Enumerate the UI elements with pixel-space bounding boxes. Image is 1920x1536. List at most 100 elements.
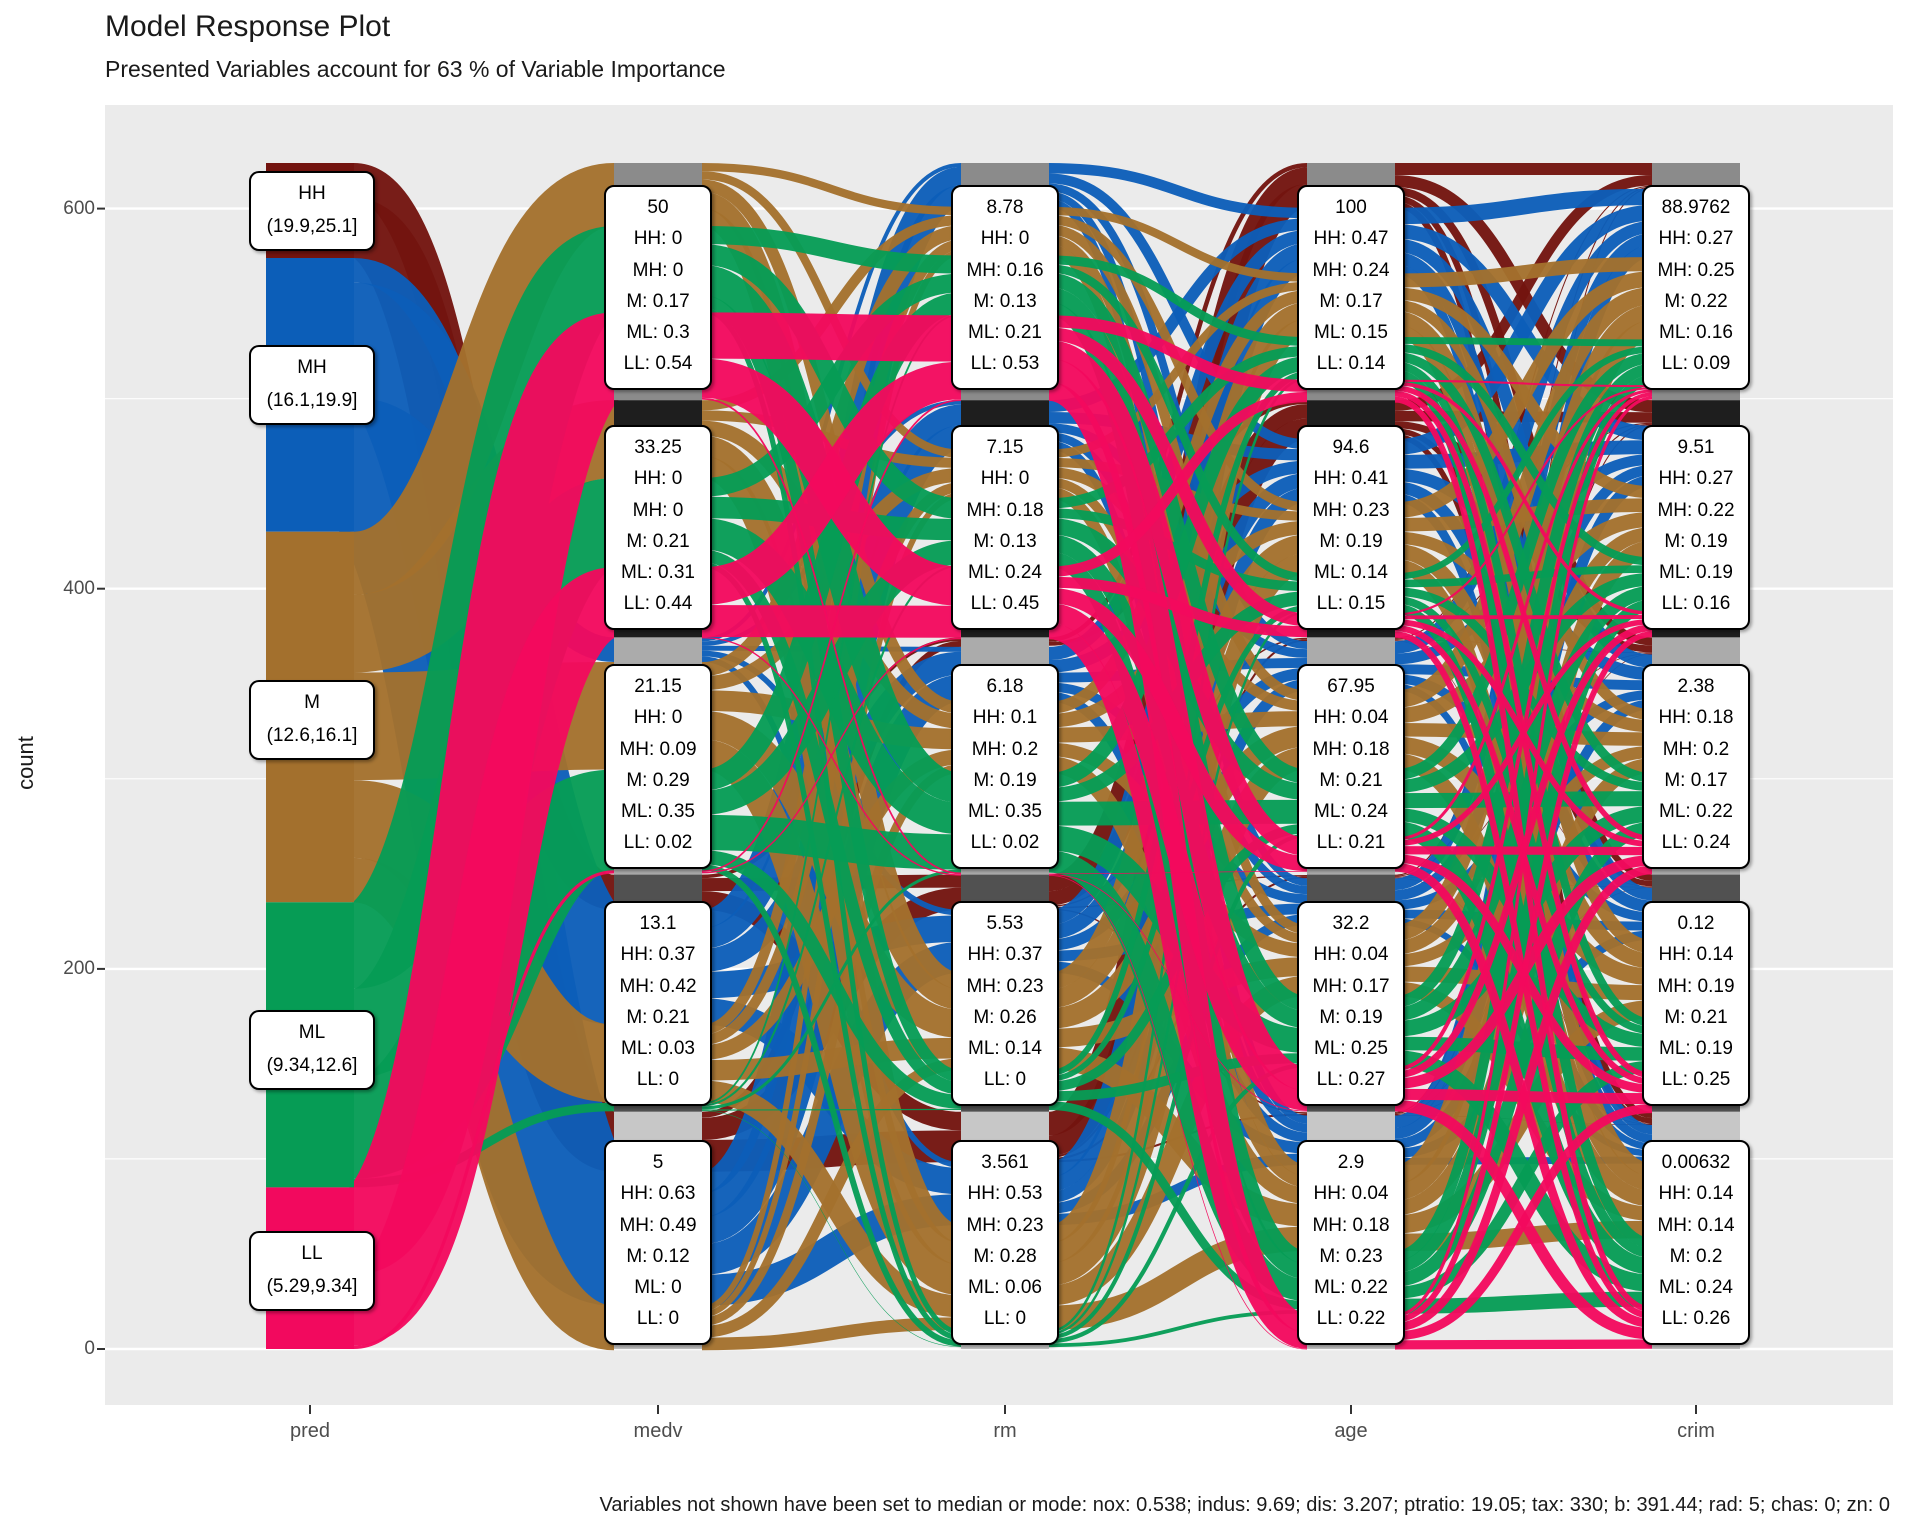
node-value: 67.95 xyxy=(1327,676,1375,697)
flow-ribbon xyxy=(701,399,962,873)
flow-ribbon xyxy=(348,567,620,1346)
node-prop-LL: LL: 0.02 xyxy=(623,832,693,854)
node-prop-LL: LL: 0 xyxy=(636,1308,680,1330)
flow-ribbon xyxy=(701,273,962,497)
node-prop-HH: HH: 0.14 xyxy=(1658,1183,1734,1205)
node-label-box-rm-4: 3.561 HH: 0.53 MH: 0.23 M: 0.28 ML: 0.06 LL: … xyxy=(951,1140,1059,1345)
flow-ribbon xyxy=(701,312,962,362)
node-prop-MH: MH: 0.23 xyxy=(966,1214,1044,1236)
flow-ribbon xyxy=(1394,271,1653,518)
flow-ribbon xyxy=(701,864,962,1347)
node-prop-ML: ML: 0.24 xyxy=(1659,1277,1733,1299)
flow-ribbon xyxy=(1394,396,1653,1317)
x-tick-label-crim: crim xyxy=(1677,1420,1715,1442)
pred-label-box-MH: MH (16.1,19.9] xyxy=(249,345,375,425)
node-prop-MH: MH: 0.42 xyxy=(619,975,697,997)
node-prop-M: M: 0.17 xyxy=(1319,290,1383,312)
node-prop-HH: HH: 0.04 xyxy=(1313,707,1389,729)
node-value: 0.00632 xyxy=(1661,1152,1731,1173)
node-prop-M: M: 0.17 xyxy=(626,290,690,312)
node-prop-ML: ML: 0.06 xyxy=(968,1277,1042,1299)
node-prop-HH: HH: 0.27 xyxy=(1658,228,1734,250)
pred-class-label: MH xyxy=(297,357,327,378)
flow-ribbon xyxy=(700,361,963,605)
node-prop-ML: ML: 0.25 xyxy=(1314,1038,1388,1060)
node-value: 32.2 xyxy=(1332,913,1370,934)
flow-ribbon xyxy=(1048,603,1308,1111)
flow-ribbon xyxy=(1048,391,1308,577)
flow-ribbon xyxy=(1394,1339,1653,1350)
flow-ribbon xyxy=(1048,871,1308,875)
node-label-box-crim-3: 0.12 HH: 0.14 MH: 0.19 M: 0.21 ML: 0.19 LL: 0… xyxy=(1642,901,1750,1106)
flow-ribbon xyxy=(1048,315,1308,392)
node-prop-ML: ML: 0.35 xyxy=(968,801,1042,823)
node-prop-HH: HH: 0.41 xyxy=(1313,468,1389,490)
node-label-box-medv-2: 21.15 HH: 0 MH: 0.09 M: 0.29 ML: 0.35 LL: 0.0… xyxy=(604,664,712,869)
node-prop-ML: ML: 0.19 xyxy=(1659,1038,1733,1060)
node-prop-HH: HH: 0.37 xyxy=(620,944,696,966)
pred-class-label: HH xyxy=(298,183,326,204)
node-prop-M: M: 0.23 xyxy=(1319,1245,1383,1267)
node-prop-HH: HH: 0 xyxy=(633,228,683,250)
node-label-box-medv-3: 13.1 HH: 0.37 MH: 0.42 M: 0.21 ML: 0.03 LL: 0 xyxy=(604,901,712,1106)
pred-class-range: (5.29,9.34] xyxy=(266,1276,358,1297)
node-prop-ML: ML: 0.22 xyxy=(1314,1277,1388,1299)
node-prop-M: M: 0.21 xyxy=(626,530,690,552)
node-value: 7.15 xyxy=(986,437,1024,458)
pred-class-range: (16.1,19.9] xyxy=(266,390,358,411)
node-prop-LL: LL: 0.22 xyxy=(1316,1308,1386,1330)
node-prop-HH: HH: 0.1 xyxy=(972,707,1038,729)
pred-label-box-ML: ML (9.34,12.6] xyxy=(249,1010,375,1090)
flow-ribbon xyxy=(1048,345,1308,509)
node-prop-ML: ML: 0.03 xyxy=(621,1038,695,1060)
flow-ribbon xyxy=(1048,576,1308,638)
pred-class-range: (9.34,12.6] xyxy=(266,1055,358,1076)
node-prop-ML: ML: 0.24 xyxy=(968,562,1042,584)
node-prop-M: M: 0.19 xyxy=(973,769,1037,791)
flow-ribbon xyxy=(701,605,962,638)
node-prop-LL: LL: 0 xyxy=(636,1069,680,1091)
node-prop-M: M: 0.13 xyxy=(973,530,1037,552)
node-prop-M: M: 0.29 xyxy=(626,769,690,791)
flow-ribbon xyxy=(701,637,962,874)
flow-ribbon xyxy=(1394,381,1653,616)
pred-class-range: (19.9,25.1] xyxy=(266,216,358,237)
node-prop-ML: ML: 0.22 xyxy=(1659,801,1733,823)
node-prop-ML: ML: 0 xyxy=(634,1277,682,1299)
node-label-box-age-1: 94.6 HH: 0.41 MH: 0.23 M: 0.19 ML: 0.14 LL: 0… xyxy=(1297,425,1405,630)
node-prop-MH: MH: 0.25 xyxy=(1657,259,1735,281)
y-tick-label: 600 xyxy=(63,198,95,219)
node-prop-ML: ML: 0.14 xyxy=(968,1038,1042,1060)
node-prop-HH: HH: 0 xyxy=(633,707,683,729)
node-prop-M: M: 0.21 xyxy=(1319,769,1383,791)
pred-label-box-HH: HH (19.9,25.1] xyxy=(249,171,375,251)
node-prop-LL: LL: 0.14 xyxy=(1316,353,1386,375)
node-prop-MH: MH: 0.23 xyxy=(966,975,1044,997)
flow-ribbon xyxy=(1048,206,1308,282)
node-prop-HH: HH: 0.04 xyxy=(1313,1183,1389,1205)
node-prop-M: M: 0.26 xyxy=(973,1006,1037,1028)
node-prop-LL: LL: 0.24 xyxy=(1661,832,1731,854)
x-tick-label-age: age xyxy=(1334,1420,1368,1442)
node-value: 6.18 xyxy=(986,676,1024,697)
flow-ribbon xyxy=(1394,343,1653,566)
node-prop-M: M: 0.22 xyxy=(1664,290,1728,312)
node-value: 33.25 xyxy=(634,437,682,458)
node-prop-MH: MH: 0.22 xyxy=(1657,499,1735,521)
flow-ribbon xyxy=(1394,387,1653,616)
node-value: 88.9762 xyxy=(1661,197,1731,218)
node-prop-ML: ML: 0.21 xyxy=(968,322,1042,344)
node-prop-M: M: 0.28 xyxy=(973,1245,1037,1267)
flow-ribbon xyxy=(1048,255,1308,346)
flow-ribbon xyxy=(701,1108,962,1111)
node-label-box-age-0: 100 HH: 0.47 MH: 0.24 M: 0.17 ML: 0.15 LL: 0.… xyxy=(1297,185,1405,390)
node-label-box-rm-3: 5.53 HH: 0.37 MH: 0.23 M: 0.26 ML: 0.14 LL: 0 xyxy=(951,901,1059,1106)
pred-class-label: ML xyxy=(298,1022,326,1043)
pred-label-box-M: M (12.6,16.1] xyxy=(249,680,375,760)
node-prop-ML: ML: 0.19 xyxy=(1659,562,1733,584)
node-prop-HH: HH: 0.18 xyxy=(1658,707,1734,729)
flow-ribbon xyxy=(353,870,615,1350)
pred-class-label: LL xyxy=(301,1243,323,1264)
